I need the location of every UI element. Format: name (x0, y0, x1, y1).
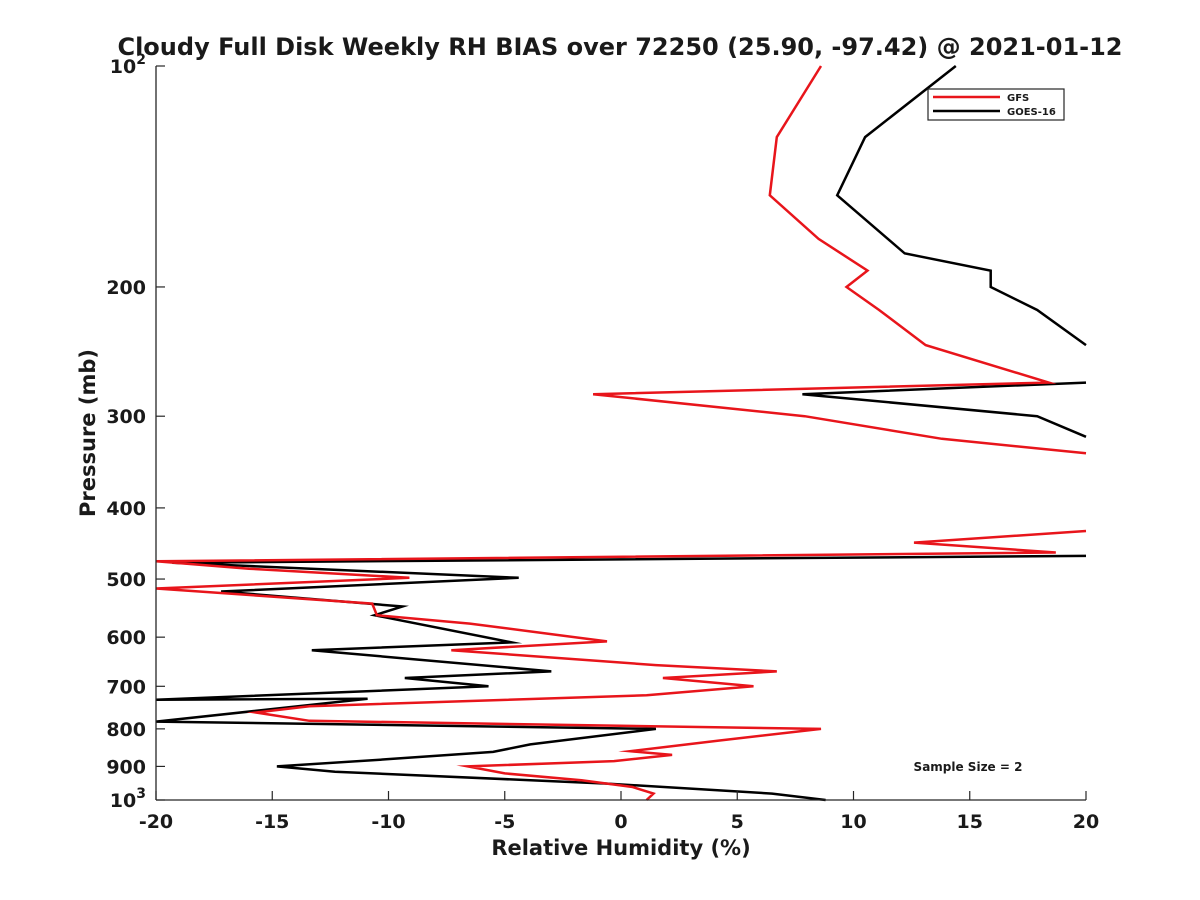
y-tick-label: 103 (110, 786, 146, 812)
y-tick-label: 300 (106, 406, 146, 428)
legend-label-goes16: GOES-16 (1007, 107, 1056, 118)
y-tick-label: 700 (106, 676, 146, 698)
legend-box (927, 88, 1065, 121)
y-tick-label: 500 (106, 569, 146, 591)
series-line-gfs (155, 65, 1087, 801)
x-tick-label: 5 (731, 811, 744, 833)
y-tick-label: 600 (106, 627, 146, 649)
x-tick-label: 20 (1073, 811, 1099, 833)
x-tick-label: 15 (957, 811, 983, 833)
x-ticks: -20 -15 -10 -5 0 5 10 15 20 (139, 791, 1099, 833)
legend-label-gfs: GFS (1007, 93, 1029, 104)
y-tick-label: 800 (106, 719, 146, 741)
y-tick-label: 900 (106, 756, 146, 778)
x-tick-label: 0 (614, 811, 627, 833)
x-tick-label: -20 (139, 811, 173, 833)
y-axis-label: Pressure (mb) (76, 349, 100, 517)
y-tick-label: 400 (106, 498, 146, 520)
chart-title: Cloudy Full Disk Weekly RH BIAS over 722… (117, 33, 1122, 61)
legend: GFS GOES-16 (927, 88, 1065, 121)
sample-size-note: Sample Size = 2 (914, 760, 1023, 774)
y-tick-label: 200 (106, 277, 146, 299)
x-axis-label: Relative Humidity (%) (491, 836, 750, 860)
x-tick-label: 10 (840, 811, 866, 833)
x-tick-label: -5 (494, 811, 515, 833)
x-tick-label: -10 (371, 811, 405, 833)
x-tick-label: -15 (255, 811, 289, 833)
y-tick-label: 102 (110, 52, 146, 78)
y-ticks: 102 200 300 400 500 600 700 800 900 103 (106, 52, 165, 812)
